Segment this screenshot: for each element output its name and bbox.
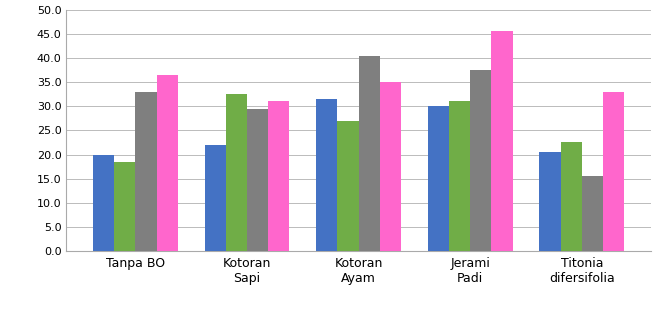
Bar (470, 70, 491, 251)
Bar (359, 56, 380, 251)
Bar (114, 162, 135, 251)
Bar (539, 152, 560, 251)
Bar (247, 109, 268, 251)
Bar (135, 92, 157, 251)
Bar (316, 99, 337, 251)
Bar (380, 82, 401, 251)
Bar (603, 92, 624, 251)
Bar (428, 106, 449, 251)
Bar (491, 32, 513, 251)
Bar (157, 75, 178, 251)
Bar (582, 176, 603, 251)
Bar (268, 101, 290, 251)
Bar (560, 143, 582, 251)
Bar (93, 155, 114, 251)
Bar (226, 94, 247, 251)
Bar (205, 145, 226, 251)
Bar (449, 101, 470, 251)
Bar (337, 121, 359, 251)
